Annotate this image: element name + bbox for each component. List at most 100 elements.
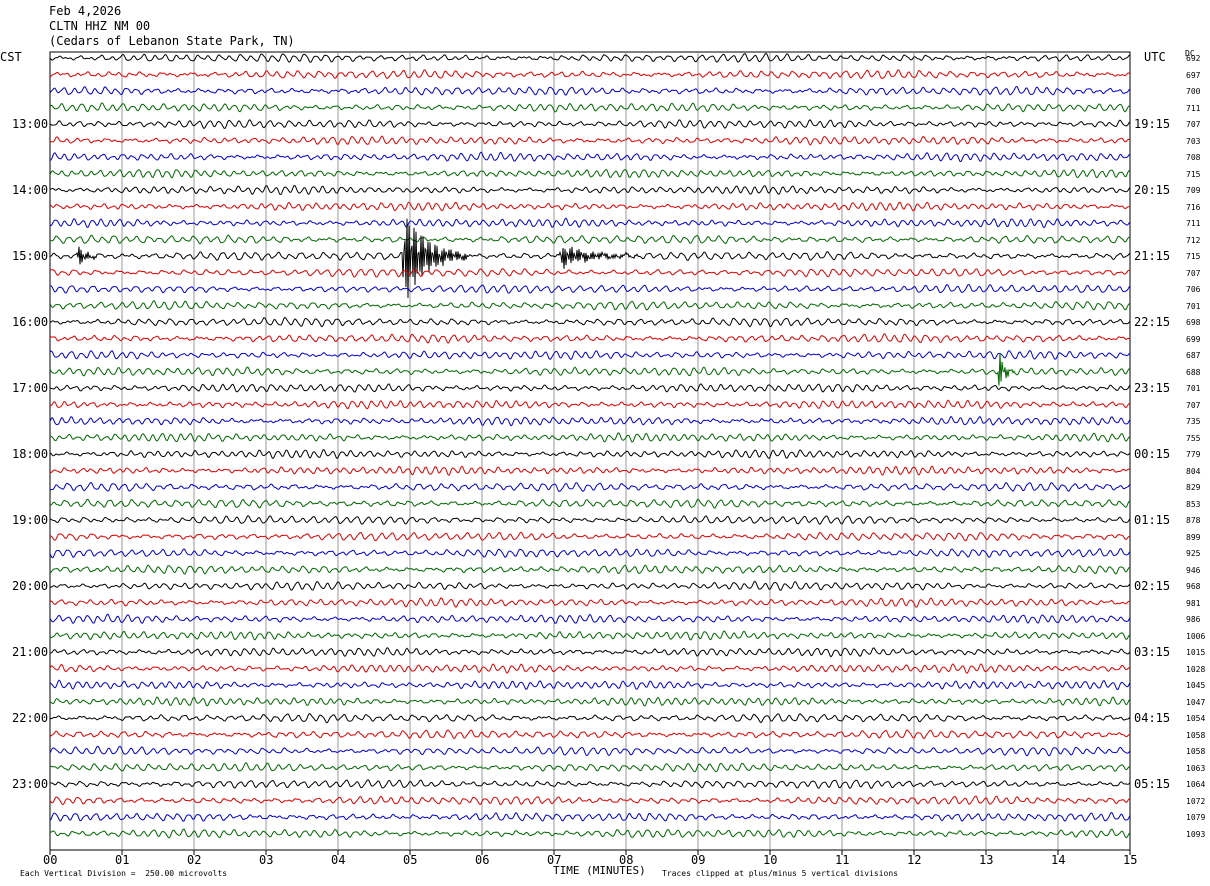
x-tick-label: 03 [259, 853, 274, 867]
x-tick-label: 09 [691, 853, 706, 867]
dc-offset-label: 986 [1186, 615, 1201, 624]
right-time-label: 04:15 [1134, 711, 1171, 725]
left-time-label: 13:00 [12, 117, 49, 131]
left-time-label: 23:00 [12, 777, 49, 791]
seismic-trace [49, 399, 1131, 410]
seismic-trace [49, 481, 1131, 492]
dc-offset-label: 779 [1186, 450, 1201, 459]
seismic-trace [49, 52, 1131, 63]
x-tick-label: 13 [979, 853, 994, 867]
dc-offset-label: 968 [1186, 582, 1201, 591]
seismic-trace [49, 613, 1131, 625]
dc-offset-label: 715 [1186, 252, 1201, 261]
left-time-label: 20:00 [12, 579, 49, 593]
left-time-label: 21:00 [12, 645, 49, 659]
clip-note: Traces clipped at plus/minus 5 vertical … [662, 869, 899, 878]
seismic-trace [49, 795, 1131, 806]
seismic-trace [49, 349, 1131, 361]
x-tick-label: 06 [475, 853, 490, 867]
seismic-trace [49, 647, 1131, 658]
right-time-label: 00:15 [1134, 447, 1171, 461]
seismic-trace [49, 548, 1131, 559]
dc-offset-label: 878 [1186, 516, 1201, 525]
dc-offset-label: 687 [1186, 351, 1201, 360]
right-time-label: 02:15 [1134, 579, 1171, 593]
seismic-trace [49, 185, 1131, 195]
seismic-trace [49, 86, 1131, 96]
dc-offset-label: 697 [1186, 70, 1201, 80]
seismic-trace [49, 679, 1131, 690]
station-label: CLTN HHZ NM 00 [49, 19, 151, 33]
x-tick-label: 00 [43, 853, 58, 867]
dc-offset-label: 706 [1186, 285, 1201, 294]
cst-axis-label: CST [0, 50, 22, 64]
seismic-trace [49, 168, 1131, 179]
seismic-trace [49, 383, 1131, 393]
right-time-label: 20:15 [1134, 183, 1171, 197]
dc-offset-label: 1015 [1186, 648, 1206, 657]
dc-offset-label: 698 [1186, 318, 1201, 327]
seismic-trace [49, 151, 1131, 163]
dc-offset-label: 735 [1186, 417, 1201, 426]
left-time-label: 18:00 [12, 447, 49, 461]
dc-offset-label: 1006 [1186, 631, 1206, 641]
right-time-label: 03:15 [1134, 645, 1171, 659]
right-time-label: 21:15 [1134, 249, 1171, 263]
dc-offset-label: 703 [1186, 136, 1201, 146]
x-tick-label: 05 [403, 853, 418, 867]
dc-offset-label: 853 [1186, 499, 1201, 509]
plot-frame [49, 51, 1131, 851]
left-time-label: 19:00 [12, 513, 49, 527]
dc-offset-label: 716 [1186, 202, 1201, 212]
dc-offset-label: 755 [1186, 433, 1201, 443]
seismic-trace [49, 465, 1131, 476]
seismic-trace [49, 597, 1131, 608]
right-time-label: 19:15 [1134, 117, 1171, 131]
seismic-trace [49, 119, 1131, 130]
dc-label: DC [1185, 49, 1195, 58]
dc-offset-label: 1072 [1186, 796, 1206, 806]
dc-offset-label: 1058 [1186, 730, 1206, 740]
seismic-trace [49, 218, 1131, 299]
seismic-trace [49, 316, 1131, 328]
seismic-trace [49, 828, 1131, 839]
seismic-trace [49, 630, 1131, 641]
seismic-trace [49, 498, 1131, 509]
dc-offset-label: 946 [1186, 565, 1201, 575]
right-time-label: 22:15 [1134, 315, 1171, 329]
x-tick-label: 10 [763, 853, 778, 867]
dc-offset-label: 711 [1186, 103, 1201, 113]
dc-offset-label: 1058 [1186, 747, 1206, 756]
seismic-trace [49, 762, 1131, 773]
seismic-trace [49, 432, 1131, 443]
seismic-trace [49, 779, 1131, 790]
seismic-trace [49, 713, 1131, 724]
dc-offset-label: 707 [1186, 400, 1201, 410]
dc-offset-label: 688 [1186, 367, 1201, 377]
seismic-trace [49, 415, 1131, 427]
location-label: (Cedars of Lebanon State Park, TN) [49, 34, 295, 48]
scale-note: Each Vertical Division = 250.00 microvol… [20, 869, 228, 878]
seismic-trace [49, 663, 1131, 674]
seismic-trace [49, 745, 1131, 757]
seismic-trace [49, 729, 1131, 740]
x-tick-label: 15 [1123, 853, 1138, 867]
x-axis-title: TIME (MINUTES) [553, 864, 646, 877]
dc-offset-label: 715 [1186, 169, 1201, 179]
seismic-trace [49, 515, 1131, 526]
seismic-trace [49, 268, 1131, 278]
x-tick-label: 01 [115, 853, 130, 867]
seismic-trace [49, 812, 1131, 822]
dc-offset-label: 1047 [1186, 697, 1206, 707]
seismic-trace [49, 234, 1131, 245]
dc-offset-label: 711 [1186, 219, 1201, 228]
seismic-trace [49, 201, 1131, 212]
left-time-label: 15:00 [12, 249, 49, 263]
x-tick-label: 11 [835, 853, 850, 867]
dc-offset-label: 1064 [1186, 780, 1206, 789]
dc-offset-label: 1054 [1186, 714, 1206, 723]
x-tick-label: 04 [331, 853, 346, 867]
dc-offset-label: 804 [1186, 466, 1201, 476]
dc-offset-label: 701 [1186, 301, 1201, 311]
